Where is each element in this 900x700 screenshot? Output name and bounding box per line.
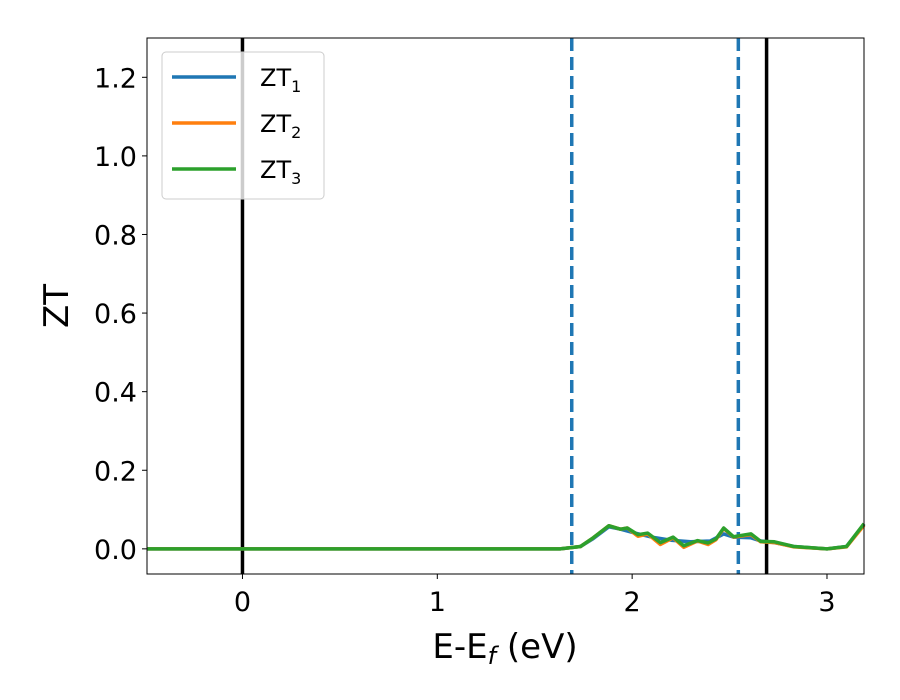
legend-box <box>161 51 325 200</box>
y-axis: 0.0 0.2 0.4 0.6 0.8 1.0 1.2 <box>94 63 147 566</box>
legend-entry-1: ZT1 <box>260 64 301 96</box>
x-tick-label: 1 <box>429 587 446 618</box>
x-tick-label: 3 <box>818 587 835 618</box>
series-line-3 <box>147 522 866 551</box>
y-tick-label: 0.6 <box>94 299 137 330</box>
y-tick-label: 0.0 <box>94 535 137 566</box>
y-tick-label: 0.4 <box>94 378 137 409</box>
legend-entry-3: ZT3 <box>260 156 301 188</box>
y-tick-label: 1.2 <box>94 63 137 94</box>
legend-entry-2: ZT2 <box>260 110 301 142</box>
x-axis: 0 1 2 3 <box>234 574 836 618</box>
x-axis-label: E-Ef (eV) <box>432 627 577 670</box>
y-tick-label: 0.2 <box>94 456 137 487</box>
y-axis-label: ZT <box>37 284 77 328</box>
legend: ZT1 ZT2 ZT3 <box>161 51 325 200</box>
plot-frame <box>146 37 865 575</box>
series-lines <box>147 522 866 551</box>
x-tick-label: 0 <box>234 587 251 618</box>
y-tick-label: 1.0 <box>94 142 137 173</box>
x-tick-label: 2 <box>624 587 641 618</box>
y-tick-label: 0.8 <box>94 220 137 251</box>
